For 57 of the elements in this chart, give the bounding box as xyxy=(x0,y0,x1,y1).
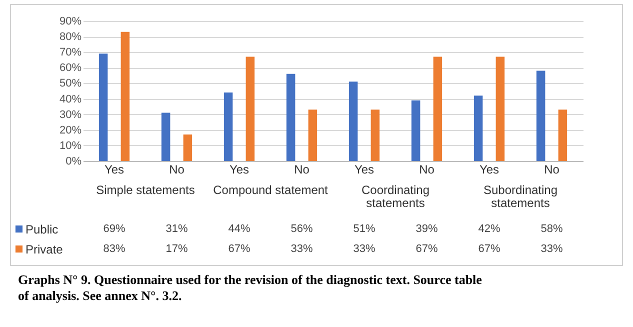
bar xyxy=(161,112,170,161)
data-label: 67% xyxy=(228,243,250,255)
y-tick-label: 20% xyxy=(59,124,82,136)
x-tick-label: Yes xyxy=(229,162,250,176)
y-tick-label: 70% xyxy=(59,46,82,59)
bar xyxy=(286,74,296,161)
bar xyxy=(370,110,380,161)
bar xyxy=(348,82,358,161)
y-tick-label: 30% xyxy=(59,108,82,121)
data-label: 33% xyxy=(290,243,313,255)
bar xyxy=(308,110,318,161)
bar xyxy=(98,54,108,161)
x-tick-label: Yes xyxy=(104,162,124,176)
bar xyxy=(536,70,546,161)
legend-label: Public xyxy=(26,222,58,236)
data-label: 56% xyxy=(290,223,313,235)
text: Subordinating statements xyxy=(483,183,558,210)
data-label: 17% xyxy=(166,243,188,255)
data-label: 42% xyxy=(478,223,500,235)
x-tick-label: Yes xyxy=(354,162,374,176)
x-tick-label: No xyxy=(169,162,185,176)
bar xyxy=(224,92,233,161)
data-label: 33% xyxy=(540,243,563,255)
data-label: 69% xyxy=(103,223,126,235)
bar xyxy=(120,32,130,161)
x-tick-label: No xyxy=(294,162,310,176)
x-tick-label: No xyxy=(419,162,435,176)
bar xyxy=(496,56,505,161)
data-label: 31% xyxy=(166,223,188,235)
data-label: 67% xyxy=(416,243,438,255)
data-label: 67% xyxy=(478,243,500,255)
text: Compound statement xyxy=(213,183,329,197)
bar xyxy=(433,56,442,161)
bar xyxy=(558,110,568,161)
x-tick-label: Yes xyxy=(479,162,500,176)
data-label: 83% xyxy=(103,243,126,255)
y-tick-label: 10% xyxy=(59,140,82,152)
bar xyxy=(474,96,483,161)
y-tick-label: 40% xyxy=(59,93,82,106)
x-tick-label: No xyxy=(544,162,560,176)
data-label: 33% xyxy=(353,243,376,255)
y-tick-label: 90% xyxy=(59,16,82,28)
legend-label: Private xyxy=(26,242,64,256)
bar xyxy=(411,100,420,161)
data-label: 44% xyxy=(228,223,250,235)
y-tick-label: 50% xyxy=(59,78,82,90)
y-tick-label: 60% xyxy=(59,62,82,74)
y-tick-label: 80% xyxy=(59,31,82,44)
data-label: 51% xyxy=(353,223,376,235)
y-tick-label: 0% xyxy=(66,156,82,168)
text: Graphs N° 9. Questionnaire used for the revision of the diagnostic text. Source table of analysis. See annex N°. 3.2. xyxy=(18,272,483,304)
data-label: 39% xyxy=(416,223,438,235)
text: Coordinating statements xyxy=(361,183,430,210)
bar xyxy=(246,56,255,161)
bar xyxy=(183,134,192,161)
text: Simple statements xyxy=(96,183,195,197)
data-label: 58% xyxy=(540,223,563,235)
